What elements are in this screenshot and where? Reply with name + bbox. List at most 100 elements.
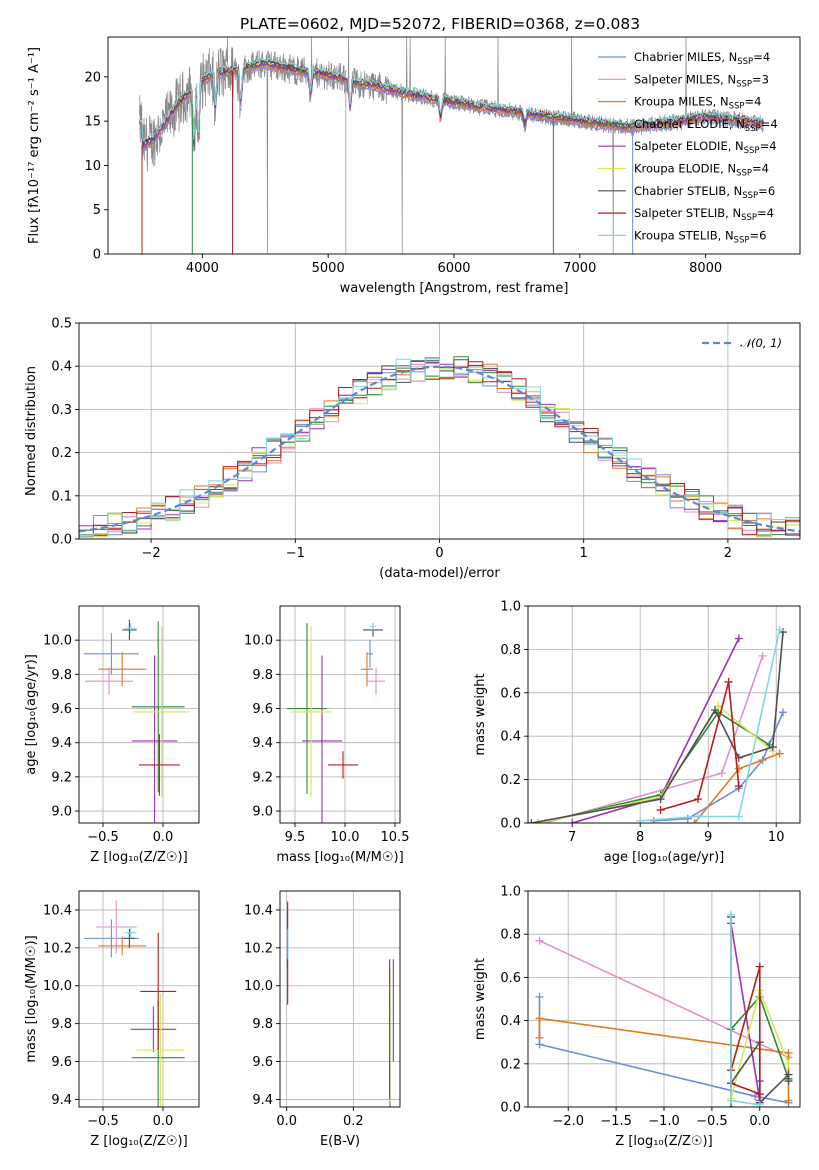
weight-marker [727,910,736,919]
errorbar-point [287,623,327,794]
weight-marker [694,795,702,804]
weight-marker [690,819,699,823]
y-axis-label: mass weight [473,958,488,1040]
weight-marker [734,812,743,821]
chart-age-vs-Z: −0.5 0.0 9.0 9.2 9.4 9.6 9.8 10.0 Z [log₁₀(Z/Z☉)… [24,605,200,865]
errorbar-point [328,751,358,779]
y-tick-label: 0.3 [51,403,72,418]
errorbar-point [302,655,342,823]
y-axis-label: Normed distribution [24,366,39,496]
weight-marker [779,708,787,717]
y-tick-label: 0.5 [51,317,72,332]
weight-marker [535,936,544,945]
x-axis-label: age [log₁₀(age/yr)] [604,850,725,865]
plot-area-spectrum [139,37,764,254]
x-tick-label: −0.5 [87,1114,119,1129]
normal-legend-label: 𝒩(0, 1) [740,336,782,350]
y-tick-label: 0.2 [51,446,72,461]
errorbar-point [367,667,385,695]
weight-marker [727,1096,736,1105]
weight-series [690,749,784,823]
y-tick-label: 20 [84,70,101,85]
y-tick-label: 10.0 [244,634,273,649]
y-tick-label: 15 [84,115,101,130]
y-tick-label: 9.2 [51,770,72,785]
axes-frame [279,605,401,824]
weight-marker [535,1014,544,1023]
x-tick-label: 10.0 [331,830,360,845]
y-tick-label: 9.4 [51,1093,72,1108]
x-tick-label: −0.5 [696,1114,728,1129]
x-tick-label: 10.5 [381,830,410,845]
errorbar-point [367,640,373,668]
weight-line [538,704,774,823]
y-tick-label: 10.2 [244,941,273,956]
y-tick-label: 9.4 [252,736,273,751]
weight-marker [758,651,767,660]
plot-area-mass-vs-ebv [286,900,394,1107]
y-tick-label: 0.0 [51,533,72,548]
errorbar-point [131,621,185,793]
x-axis-label: mass [log₁₀(M/M☉)] [276,850,403,865]
y-tick-label: 10.2 [43,941,72,956]
axes-frame [279,890,401,1108]
weight-series [727,910,764,1107]
weight-marker [683,814,692,823]
y-tick-label: 9.0 [51,805,72,820]
spectrum-legend: Chabrier MILES, NSSP=4 Salpeter MILES, NS… [598,50,778,245]
weight-marker [768,743,777,752]
weight-marker [534,819,543,823]
chart-age-vs-mass: 9.5 10.0 10.5 9.0 9.2 9.4 9.6 9.8 10.0 mass [log₁… [244,605,410,865]
y-tick-label: 0.4 [500,730,521,745]
errorbar-point [124,927,137,939]
y-tick-label: 0.0 [500,1101,521,1116]
errorbar-point [98,652,147,687]
y-tick-label: 1.0 [500,600,521,615]
y-tick-label: 10.4 [43,903,72,918]
histogram-step [79,358,800,539]
weight-marker [724,677,733,686]
x-tick-label: 10 [768,830,785,845]
x-tick-label: 0.0 [153,830,174,845]
errorbar-point [361,652,373,687]
errorbar-point [130,1006,177,1053]
chart-mass-vs-Z: −0.5 0.0 9.4 9.6 9.8 10.0 10.2 10.4 Z [log₁₀(Z/Z… [24,890,200,1149]
weight-marker [656,805,665,814]
plot-area-mass-vs-Z [83,900,185,1107]
weight-marker [528,819,536,823]
y-tick-label: 9.6 [51,702,72,717]
y-tick-label: 9.4 [252,1093,273,1108]
y-tick-label: 5 [93,203,101,218]
chart-residuals: −2 −1 0 1 2 0.0 0.1 0.2 0.3 0.4 0.5 (data-model)/er… [24,317,801,581]
axes-frame [78,890,200,1108]
y-tick-label: 0.6 [500,686,521,701]
y-tick-label: 0.1 [51,489,72,504]
y-tick-label: 0 [93,248,101,263]
x-axis-label: (data-model)/error [379,566,500,581]
x-tick-label: 9 [704,830,712,845]
y-axis-label: age [log₁₀(age/yr)] [24,654,39,775]
spectrum-model-line [139,63,764,149]
plot-area-age-vs-mass [287,623,385,823]
legend-entry: Kroupa ELODIE, NSSP=4 [634,162,769,179]
weight-marker [784,1096,793,1105]
plot-area-weight-vs-age [528,625,787,823]
weight-line [730,923,761,1101]
y-tick-label: 9.6 [252,702,273,717]
weight-marker [755,962,764,971]
y-tick-label: 10.0 [244,979,273,994]
y-tick-label: 9.2 [252,770,273,785]
x-axis-label: Z [log₁₀(Z/Z☉)] [90,1134,187,1149]
weight-marker [775,625,784,634]
weight-series [636,625,784,823]
x-tick-label: 8 [636,830,644,845]
chart-weight-vs-Z: −2.0 −1.5 −1.0 −0.5 0.0 0.0 0.2 0.4 0.6 0.8 1.0 Z [… [473,885,801,1149]
legend-entry: Chabrier MILES, NSSP=4 [634,50,770,67]
y-tick-label: 10 [84,159,101,174]
y-tick-label: 0.4 [500,1014,521,1029]
spectrum-model-line [139,59,764,146]
x-tick-label: 7 [568,830,576,845]
chart-mass-vs-ebv: 0.0 0.2 9.4 9.6 9.8 10.0 10.2 10.4 E(B-V) [244,890,401,1149]
axes-frame [527,890,801,1108]
